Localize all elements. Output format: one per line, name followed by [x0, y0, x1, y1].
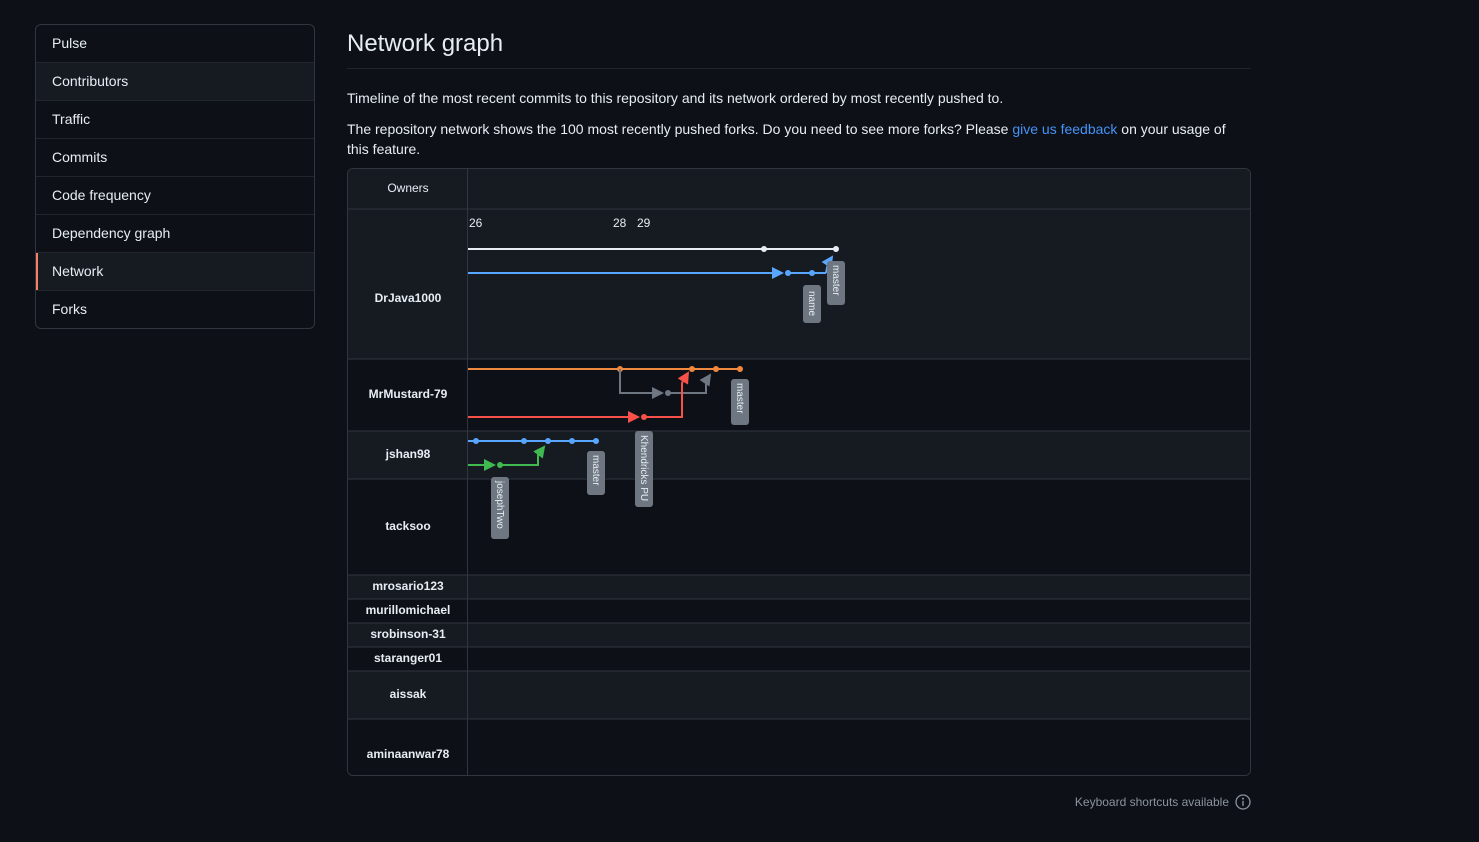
owner-name: jshan98	[385, 447, 431, 461]
branch-line-slate	[619, 369, 664, 399]
owner-name: mrosario123	[372, 579, 444, 593]
owner-name: srobinson-31	[370, 627, 446, 641]
commit-dot[interactable]	[785, 270, 791, 276]
owner-name: aminaanwar78	[367, 747, 450, 761]
commit-dot[interactable]	[833, 246, 839, 252]
network-graph[interactable]: Owners	[347, 168, 1251, 776]
sidebar-item-traffic[interactable]: Traffic	[36, 100, 314, 138]
branch-label-tag[interactable]	[731, 379, 749, 425]
sidebar-item-commits[interactable]: Commits	[36, 138, 314, 176]
owners-header: Owners	[387, 181, 428, 195]
branch-label-text: master	[734, 383, 745, 414]
branch-label-text: josephTwo	[494, 480, 505, 529]
commit-dot[interactable]	[473, 438, 479, 444]
graph-header	[348, 169, 1250, 209]
forks-note-text: The repository network shows the 100 mos…	[347, 121, 1013, 137]
page-title: Network graph	[347, 30, 504, 57]
branch-label-text: Khendricks PU	[638, 435, 649, 501]
sidebar-item-network[interactable]: Network	[36, 252, 314, 290]
feedback-link[interactable]: give us feedback	[1012, 121, 1118, 137]
owner-row-bg	[348, 431, 1250, 479]
branch-label-text: master	[590, 455, 601, 486]
keyboard-shortcuts-hint[interactable]: Keyboard shortcuts available	[1075, 794, 1251, 810]
commit-dot[interactable]	[521, 438, 527, 444]
commit-dot[interactable]	[497, 462, 503, 468]
owner-name: DrJava1000	[375, 291, 442, 305]
commit-dot[interactable]	[665, 390, 671, 396]
owner-row-bg	[348, 623, 1250, 647]
insights-sidebar: Pulse Contributors Traffic Commits Code …	[35, 24, 315, 329]
owner-row-bg	[348, 210, 1250, 359]
branch-line-red	[644, 371, 690, 418]
commit-dot[interactable]	[641, 414, 647, 420]
owner-row-bg	[348, 359, 1250, 431]
sidebar-item-pulse[interactable]: Pulse	[52, 35, 88, 51]
title-divider	[347, 68, 1251, 69]
shortcuts-text: Keyboard shortcuts available	[1074, 795, 1229, 809]
branch-line-slate	[668, 373, 712, 394]
branch-label-tag[interactable]	[635, 431, 653, 507]
commit-dot[interactable]	[569, 438, 575, 444]
owner-name: murillomichael	[366, 603, 451, 617]
branch-label-tag[interactable]	[491, 477, 509, 539]
sidebar-item-code-frequency[interactable]: Code frequency	[36, 176, 314, 214]
branch-label-text: name	[806, 291, 817, 316]
date-label: 26	[469, 216, 483, 230]
owner-row-bg	[348, 599, 1250, 623]
branch-label-tag[interactable]	[587, 451, 605, 495]
commit-dot[interactable]	[761, 246, 767, 252]
sidebar-item-contributors[interactable]: Contributors	[36, 62, 314, 100]
sidebar-item-forks[interactable]: Forks	[36, 290, 314, 328]
owner-row-bg	[348, 479, 1250, 575]
commit-dot[interactable]	[809, 270, 815, 276]
branch-label-tag[interactable]	[827, 261, 845, 305]
commit-dot[interactable]	[545, 438, 551, 444]
forks-note: The repository network shows the 100 mos…	[347, 119, 1251, 159]
owner-name: staranger01	[374, 651, 442, 665]
owner-row-bg	[348, 575, 1250, 599]
network-graph-canvas[interactable]: Owners	[348, 169, 1250, 775]
commit-dot[interactable]	[689, 366, 695, 372]
row-dividers	[348, 358, 1250, 720]
branch-line-green	[500, 445, 546, 466]
sidebar-item-dependency-graph[interactable]: Dependency graph	[36, 214, 314, 252]
owner-row-bg	[348, 671, 1250, 719]
owner-row-bg	[348, 719, 1250, 775]
branch-label-text: master	[830, 265, 841, 296]
owner-name: aissak	[390, 687, 427, 701]
branch-label-tag[interactable]	[803, 285, 821, 323]
commit-dot[interactable]	[593, 438, 599, 444]
forks-note-text-end: on your usage of this feature.	[347, 121, 1226, 157]
owner-name: MrMustard-79	[369, 387, 448, 401]
date-label: 28	[613, 216, 627, 230]
owner-name: tacksoo	[385, 519, 430, 533]
commit-dot[interactable]	[737, 366, 743, 372]
commit-dot[interactable]	[713, 366, 719, 372]
page-description: Timeline of the most recent commits to t…	[347, 90, 1004, 106]
info-icon[interactable]	[1235, 794, 1251, 810]
owner-row-bg	[348, 647, 1250, 671]
date-label: 29	[637, 216, 651, 230]
